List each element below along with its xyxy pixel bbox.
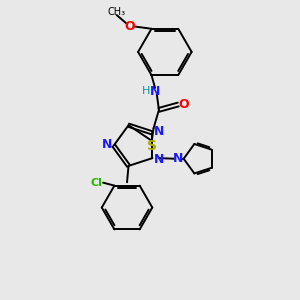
Text: N: N xyxy=(172,152,183,165)
Text: N: N xyxy=(154,125,164,138)
Text: CH₃: CH₃ xyxy=(108,7,126,16)
Text: O: O xyxy=(178,98,189,111)
Text: N: N xyxy=(150,85,160,98)
Text: S: S xyxy=(147,139,157,153)
Text: H: H xyxy=(142,86,150,96)
Text: O: O xyxy=(125,20,135,33)
Text: Cl: Cl xyxy=(90,178,102,188)
Text: N: N xyxy=(102,138,112,151)
Text: N: N xyxy=(154,153,164,166)
